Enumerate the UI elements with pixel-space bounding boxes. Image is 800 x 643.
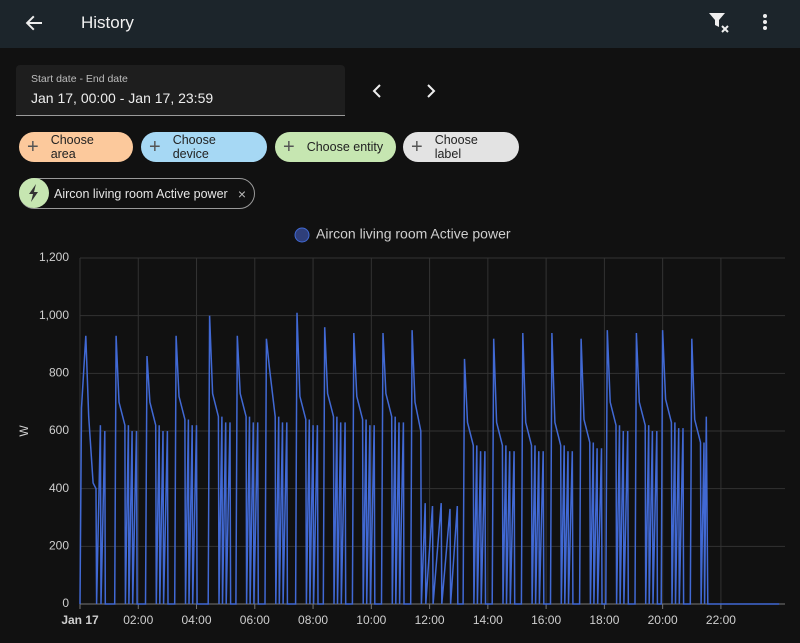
next-button[interactable] xyxy=(421,81,441,101)
menu-button[interactable] xyxy=(750,8,780,38)
y-tick-label: 0 xyxy=(62,596,69,610)
y-tick-label: 1,000 xyxy=(39,308,69,322)
page-title: History xyxy=(81,13,134,32)
clear-filter-button[interactable] xyxy=(705,8,735,38)
device-chip[interactable]: + Choose device xyxy=(141,132,267,162)
legend-marker xyxy=(294,227,310,243)
x-tick-label: 06:00 xyxy=(240,613,270,627)
back-button[interactable] xyxy=(20,8,50,38)
app-bar: History xyxy=(0,0,800,48)
y-tick-label: 200 xyxy=(49,539,69,553)
selected-entity-chip[interactable]: Aircon living room Active power × xyxy=(19,178,255,209)
date-range-value: Jan 17, 00:00 - Jan 17, 23:59 xyxy=(31,90,214,106)
x-tick-label: 18:00 xyxy=(589,613,619,627)
x-tick-label: 14:00 xyxy=(473,613,503,627)
y-axis-label: W xyxy=(17,425,31,437)
x-tick-label: Jan 17 xyxy=(61,613,99,627)
y-tick-label: 1,200 xyxy=(39,250,69,264)
prev-button[interactable] xyxy=(367,81,387,101)
entity-chip[interactable]: + Choose entity xyxy=(275,132,396,162)
x-tick-label: 12:00 xyxy=(415,613,445,627)
x-tick-label: 10:00 xyxy=(356,613,386,627)
legend-label: Aircon living room Active power xyxy=(316,226,511,242)
chip-label: Choose area xyxy=(50,133,94,161)
y-tick-label: 800 xyxy=(49,366,69,380)
x-tick-label: 20:00 xyxy=(648,613,678,627)
x-tick-label: 22:00 xyxy=(706,613,736,627)
chip-label: Choose device xyxy=(172,133,216,161)
y-tick-label: 600 xyxy=(49,423,69,437)
x-tick-label: 08:00 xyxy=(298,613,328,627)
remove-button[interactable]: × xyxy=(237,185,246,202)
date-range-label: Start date - End date xyxy=(31,73,128,85)
x-tick-label: 02:00 xyxy=(123,613,153,627)
x-tick-label: 04:00 xyxy=(182,613,212,627)
y-tick-label: 400 xyxy=(49,481,69,495)
area-chip[interactable]: + Choose area xyxy=(19,132,133,162)
chip-label: Choose entity xyxy=(306,140,384,154)
x-tick-label: 16:00 xyxy=(531,613,561,627)
selected-entity-label: Aircon living room Active power xyxy=(54,186,228,201)
entity-icon xyxy=(19,178,49,208)
label-chip[interactable]: + Choose label xyxy=(403,132,519,162)
series-line xyxy=(79,312,780,605)
chip-label: Choose label xyxy=(434,133,478,161)
date-range-field[interactable]: Start date - End date Jan 17, 00:00 - Ja… xyxy=(16,65,345,116)
